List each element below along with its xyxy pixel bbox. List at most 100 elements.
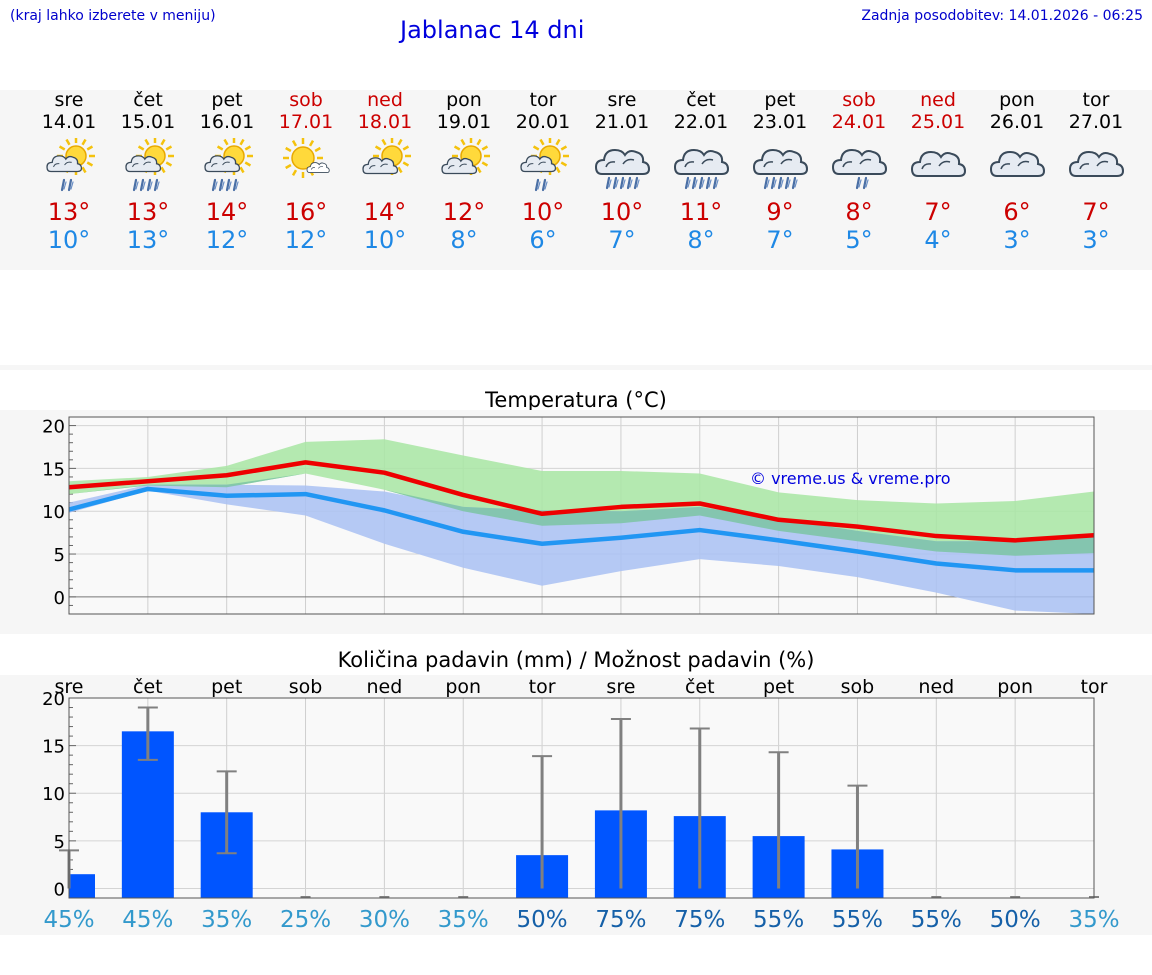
overlap-band (69, 473, 1094, 556)
day-column: sre 14.01 13° 10° (30, 0, 109, 270)
temp-min: 12° (284, 226, 328, 254)
day-date: 16.01 (199, 111, 255, 133)
cloud-icon (1057, 138, 1136, 198)
day-date: 22.01 (673, 111, 729, 133)
temp-chart-title: Temperatura (°C) (485, 388, 667, 412)
x-tick-label: pon (445, 676, 481, 698)
temp-max: 14° (363, 198, 407, 226)
day-date: 27.01 (1068, 111, 1124, 133)
min-temp-line (68, 486, 1094, 573)
day-column: čet 15.01 13° 13° (109, 0, 188, 270)
temp-min: 3° (1003, 226, 1031, 254)
temp-max: 16° (284, 198, 328, 226)
temp-min: 10° (47, 226, 91, 254)
sun-cloud-heavy-rain-icon (188, 137, 267, 198)
day-column: čet 22.01 11° 8° (662, 0, 741, 270)
day-date: 21.01 (594, 111, 650, 133)
cloud-rain-icon (820, 138, 899, 198)
y-tick-label: 15 (42, 459, 65, 480)
precip-probability: 30% (359, 907, 410, 933)
temp-max: 13° (126, 198, 170, 226)
day-column: ned 18.01 14° 10° (346, 0, 425, 270)
temp-max: 7° (924, 198, 952, 226)
max-temp-line (68, 460, 1095, 543)
watermark: © vreme.us & vreme.pro (750, 469, 951, 488)
min-range-band (69, 484, 1094, 614)
day-name: sre (54, 89, 84, 111)
temp-min: 13° (126, 226, 170, 254)
day-name: ned (920, 89, 956, 111)
day-name: sre (607, 89, 637, 111)
x-tick-label: čet (133, 676, 163, 698)
day-name: čet (686, 89, 716, 111)
precip-probability: 50% (517, 907, 568, 933)
separator-band (0, 365, 1152, 370)
precip-probability: 45% (43, 907, 94, 933)
precip-probability: 75% (674, 907, 725, 933)
day-name: pet (764, 89, 796, 111)
day-column: pet 23.01 9° 7° (741, 0, 820, 270)
temp-min: 7° (608, 226, 636, 254)
day-name: tor (1082, 89, 1110, 111)
day-name: pet (211, 89, 243, 111)
sun-cloud-icon (425, 137, 504, 198)
x-tick-label: čet (685, 676, 715, 698)
day-column: tor 20.01 10° 6° (504, 0, 583, 270)
y-tick-label: 10 (42, 784, 65, 805)
temp-min: 12° (205, 226, 249, 254)
day-date: 15.01 (120, 111, 176, 133)
precip-probability: 35% (1068, 907, 1119, 933)
y-tick-label: 0 (54, 879, 65, 900)
precip-probability: 55% (832, 907, 883, 933)
sun-small-cloud-icon (267, 138, 346, 198)
day-column: sob 17.01 16° 12° (267, 0, 346, 270)
x-tick-label: sre (606, 676, 635, 698)
plot-border (68, 416, 1095, 615)
sun-cloud-heavy-rain-icon (109, 137, 188, 198)
cloud-heavy-rain-icon (583, 138, 662, 198)
day-name: sob (842, 89, 876, 111)
day-date: 23.01 (752, 111, 808, 133)
day-column: sre 21.01 10° 7° (583, 0, 662, 270)
temp-max: 12° (442, 198, 486, 226)
sun-cloud-rain-icon (504, 137, 583, 198)
plot-border (68, 697, 1095, 899)
precip-probability: 55% (911, 907, 962, 933)
temperature-chart: 0 5 10 15 20 © vreme.us & vreme.pro (42, 416, 1095, 615)
y-tick-label: 0 (54, 588, 65, 609)
precip-probability: 35% (201, 907, 252, 933)
x-tick-label: pet (211, 676, 242, 698)
region-hint[interactable]: (kraj lahko izberete v meniju) (10, 8, 216, 24)
temp-min: 5° (845, 226, 873, 254)
sun-cloud-rain-icon (30, 137, 109, 198)
day-date: 14.01 (41, 111, 97, 133)
day-date: 18.01 (357, 111, 413, 133)
temp-min: 4° (924, 226, 952, 254)
precip-bar (69, 874, 95, 898)
temp-min: 7° (766, 226, 794, 254)
temp-min: 6° (529, 226, 557, 254)
precip-probability: 45% (122, 907, 173, 933)
day-column: tor 27.01 7° 3° (1057, 0, 1136, 270)
x-tick-label: tor (529, 676, 556, 698)
day-name: pon (999, 89, 1035, 111)
day-date: 20.01 (515, 111, 571, 133)
day-name: sob (289, 89, 323, 111)
cloud-heavy-rain-icon (741, 138, 820, 198)
day-column: pon 26.01 6° 3° (978, 0, 1057, 270)
y-tick-label: 10 (42, 502, 65, 523)
x-tick-label: pet (763, 676, 794, 698)
day-name: pon (446, 89, 482, 111)
x-tick-label: tor (1081, 676, 1108, 698)
day-column: sob 24.01 8° 5° (820, 0, 899, 270)
page-title: Jablanac 14 dni (400, 16, 585, 44)
last-update: Zadnja posodobitev: 14.01.2026 - 06:25 (861, 8, 1143, 24)
day-date: 19.01 (436, 111, 492, 133)
day-date: 17.01 (278, 111, 334, 133)
precip-probability: 50% (990, 907, 1041, 933)
temp-max: 8° (845, 198, 873, 226)
temp-max: 10° (521, 198, 565, 226)
cloud-icon (978, 138, 1057, 198)
temp-min: 8° (450, 226, 478, 254)
